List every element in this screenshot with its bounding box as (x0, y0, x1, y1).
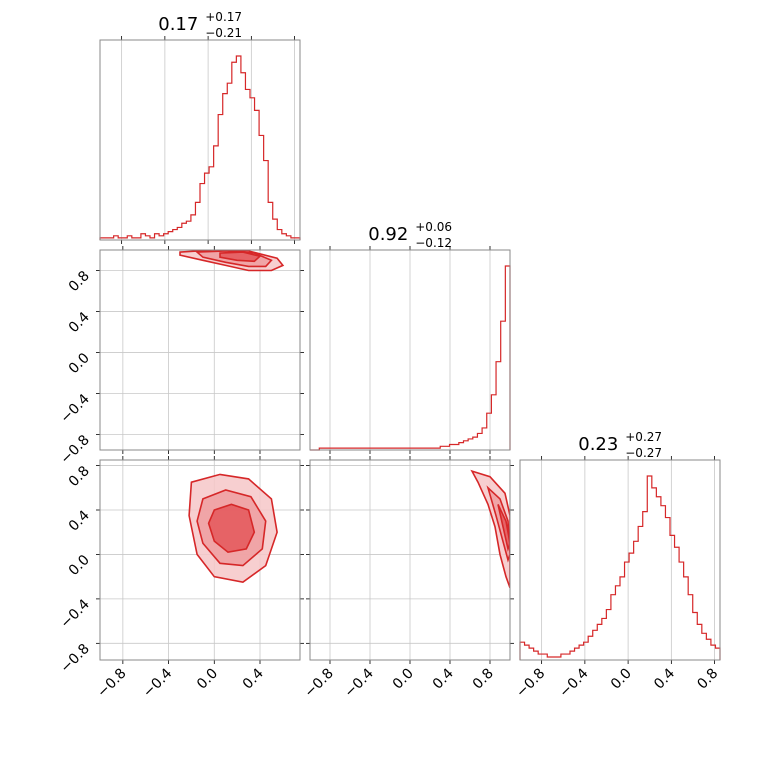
title-upper-error: +0.06 (415, 220, 452, 234)
contour-level-2 (207, 503, 256, 554)
y-tick-label: −0.4 (57, 596, 92, 631)
y-tick-label: 0.4 (66, 507, 93, 534)
x-tick-label: 0.0 (390, 666, 417, 693)
x-tick-label: −0.4 (140, 665, 175, 700)
contour-level-2 (219, 251, 262, 263)
contours-2_0 (188, 473, 278, 584)
y-tick-label: 0.4 (66, 309, 93, 336)
x-tick-label: −0.8 (301, 666, 336, 701)
contour-level-1 (486, 485, 510, 563)
title-upper-error: +0.27 (625, 430, 662, 444)
hist-panel-1 (310, 246, 511, 454)
x-tick-label: 0.0 (608, 666, 635, 693)
hist-panel-2 (519, 456, 721, 664)
x-tick-label: 0.4 (240, 665, 267, 692)
contours-2_1 (470, 469, 510, 589)
hist-2-frame (519, 459, 721, 661)
x-tick-label: −0.4 (556, 665, 591, 700)
y-tick-labels-row-2: 0.8 0.4 0.0 −0.4 −0.8 (57, 463, 92, 676)
contour-panel-1_0 (96, 246, 304, 454)
histogram-1 (310, 265, 511, 451)
y-tick-label: −0.8 (57, 432, 92, 467)
x-tick-labels-col-0: −0.8 −0.4 0.0 0.4 (94, 665, 267, 700)
contour-panel-2_1 (306, 456, 514, 664)
y-tick-labels-row-1: 0.8 0.4 0.0 −0.4 −0.8 (57, 268, 92, 467)
title-value: 0.17 (158, 14, 198, 35)
y-tick-label: −0.4 (57, 391, 92, 426)
y-tick-label: 0.0 (66, 350, 93, 377)
x-tick-label: 0.4 (651, 665, 678, 692)
x-tick-label: −0.8 (513, 666, 548, 701)
panel-1_0-frame (99, 249, 301, 451)
title-lower-error: −0.21 (205, 26, 242, 40)
param-title-1: 0.92 +0.06 −0.12 (368, 220, 452, 250)
contour-level-2 (497, 504, 510, 552)
contour-panel-2_0 (96, 456, 304, 664)
hist-0-frame (99, 39, 301, 241)
hist-panel-0 (99, 36, 301, 244)
histogram-2 (519, 475, 721, 660)
x-tick-labels-col-1: −0.8 −0.4 0.0 0.4 0.8 (301, 665, 496, 700)
panel-2_0-frame (99, 459, 301, 661)
title-lower-error: −0.12 (415, 236, 452, 250)
x-tick-label: 0.0 (194, 666, 221, 693)
x-tick-label: 0.8 (694, 666, 721, 693)
title-value: 0.92 (368, 224, 408, 245)
y-tick-label: 0.8 (66, 463, 93, 490)
y-tick-label: 0.8 (66, 268, 93, 295)
x-tick-label: 0.4 (430, 665, 457, 692)
hist-1-frame (309, 249, 511, 451)
y-tick-label: −0.8 (57, 641, 92, 676)
x-tick-label: −0.4 (341, 665, 376, 700)
x-tick-labels-col-2: −0.8 −0.4 0.0 0.4 0.8 (513, 665, 721, 700)
panel-2_1-frame (309, 459, 511, 661)
title-value: 0.23 (578, 434, 618, 455)
title-lower-error: −0.27 (625, 446, 662, 460)
y-tick-label: 0.0 (66, 552, 93, 579)
histogram-0 (99, 55, 301, 240)
param-title-0: 0.17 +0.17 −0.21 (158, 10, 242, 40)
x-tick-label: 0.8 (470, 666, 497, 693)
title-upper-error: +0.17 (205, 10, 242, 24)
x-tick-label: −0.8 (94, 666, 129, 701)
param-title-2: 0.23 +0.27 −0.27 (578, 430, 662, 460)
contours-1_0 (179, 250, 285, 272)
